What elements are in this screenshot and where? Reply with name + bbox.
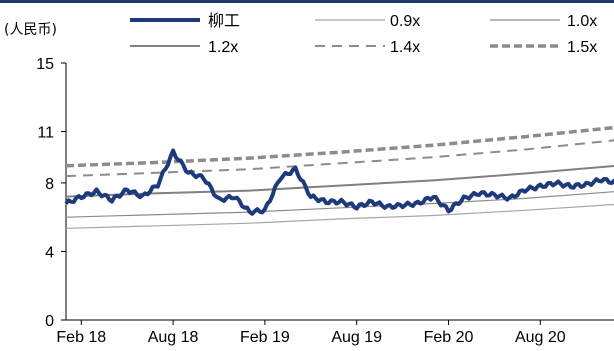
legend-label-1.4x: 1.4x — [390, 39, 420, 56]
series-line-1.4x — [65, 139, 614, 178]
x-tick-label: Aug 19 — [331, 329, 382, 346]
legend: 柳工 0.9x 1.0x 1.2x 1.4x 1.5x — [130, 11, 597, 56]
x-tick-label: Feb 20 — [424, 329, 474, 346]
top-rule — [0, 0, 614, 3]
x-tick-label: Aug 18 — [148, 329, 199, 346]
y-tick-label: 15 — [36, 56, 54, 73]
legend-label-柳工: 柳工 — [208, 11, 240, 30]
series-line-1.2x — [65, 165, 614, 198]
legend-label-0.9x: 0.9x — [390, 13, 420, 30]
series-line-0.9x — [65, 203, 614, 229]
x-tick-label: Feb 19 — [240, 329, 290, 346]
legend-label-1.0x: 1.0x — [567, 13, 597, 30]
series-layer — [64, 125, 614, 229]
y-tick-label: 4 — [45, 244, 54, 261]
x-tick-label: Feb 18 — [56, 329, 106, 346]
y-tick-label: 8 — [45, 176, 54, 193]
y-ticks: 0 4 8 11 15 — [36, 56, 66, 330]
x-tick-label: Aug 20 — [515, 329, 566, 346]
x-ticks: Feb 18 Aug 18 Feb 19 Aug 19 Feb 20 Aug 20 — [56, 320, 566, 346]
y-tick-label: 0 — [45, 313, 54, 330]
legend-label-1.5x: 1.5x — [567, 39, 597, 56]
series-line-柳工 — [64, 148, 614, 216]
y-tick-label: 11 — [37, 125, 54, 142]
unit-label: (人民币) — [4, 22, 57, 38]
series-line-1.5x — [65, 125, 614, 168]
legend-label-1.2x: 1.2x — [208, 39, 238, 56]
